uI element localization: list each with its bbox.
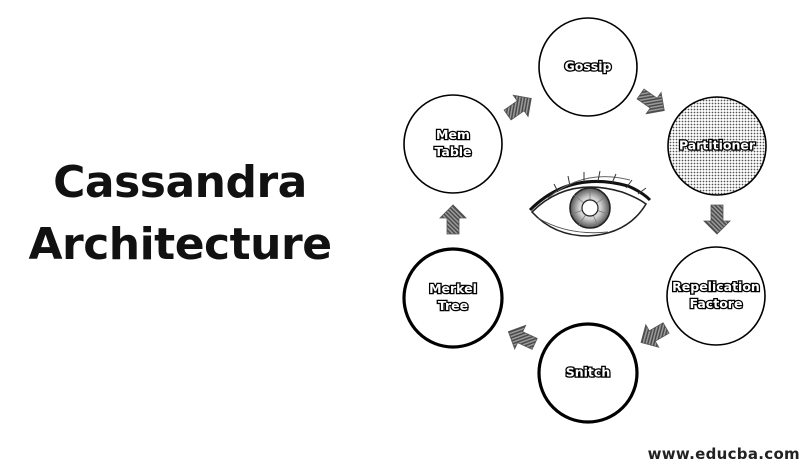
node-label: Mem <box>436 127 470 142</box>
node-merkel-tree: Merkel Tree <box>402 247 504 349</box>
arrow-icon <box>636 88 665 115</box>
node-label: Snitch <box>566 365 610 380</box>
arrow-icon <box>640 322 670 348</box>
node-label: Merkel <box>429 281 477 296</box>
node-label: Gossip <box>565 59 612 74</box>
node-circle <box>538 17 638 117</box>
node-partitioner: Partitioner <box>667 96 767 196</box>
node-snitch: Snitch <box>537 322 639 424</box>
node-circle <box>402 247 504 349</box>
arrow-icon <box>703 204 731 235</box>
node-label: Repelication <box>672 279 760 294</box>
node-gossip: Gossip <box>538 17 638 117</box>
node-circle <box>666 246 766 346</box>
node-label: Factore <box>690 296 743 311</box>
node-mem-table: Mem Table <box>403 94 503 194</box>
title-line-1: Cassandra <box>53 157 307 208</box>
node-circle <box>537 322 639 424</box>
arrow-icon <box>439 204 467 235</box>
node-replication-factor: Repelication Factore <box>666 246 766 346</box>
diagram-title: Cassandra Architecture <box>0 152 360 276</box>
node-label: Partitioner <box>679 138 756 153</box>
node-circle <box>403 94 503 194</box>
arrow-icon <box>507 324 538 350</box>
node-label: Table <box>434 144 471 159</box>
watermark-url: www.educba.com <box>647 445 800 463</box>
eye-icon <box>528 170 652 237</box>
title-line-2: Architecture <box>28 219 332 270</box>
arrow-icon <box>503 94 532 121</box>
node-circle <box>667 96 767 196</box>
node-label: Tree <box>438 298 468 313</box>
